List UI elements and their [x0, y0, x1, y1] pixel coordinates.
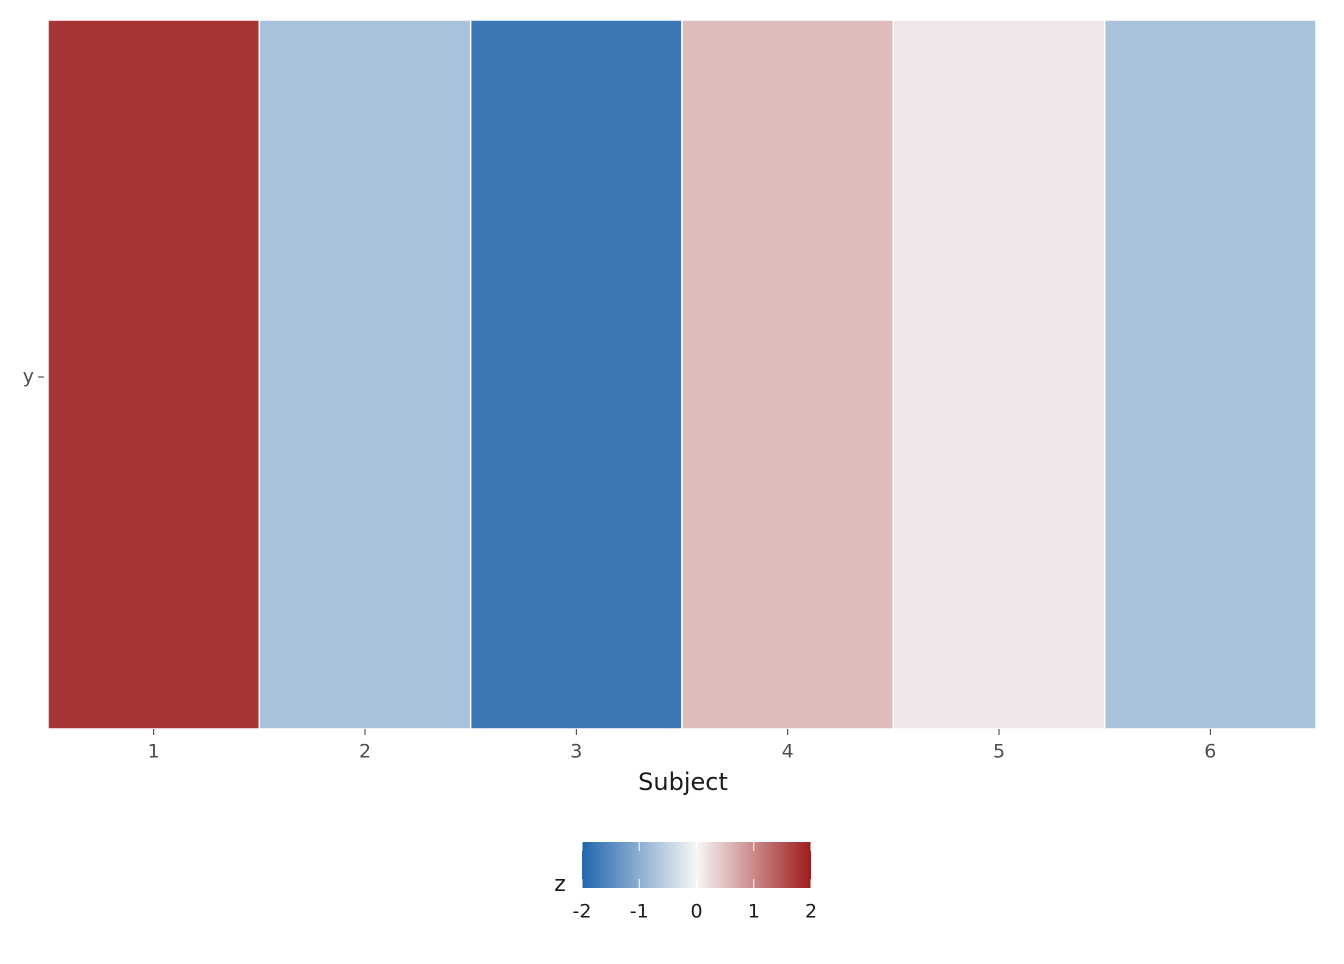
legend-title: z	[554, 872, 566, 897]
colorbar-tick-label: 1	[748, 901, 760, 923]
y-tick-label: y	[23, 366, 34, 388]
colorbar-tick-label: 0	[690, 901, 702, 923]
tile	[258, 19, 472, 730]
tile	[47, 19, 261, 730]
x-tick-label: 6	[1204, 741, 1216, 763]
x-axis-title: Subject	[638, 768, 728, 796]
tile	[469, 19, 683, 730]
tile	[681, 19, 895, 730]
colorbar-tick-label: -2	[573, 901, 592, 923]
x-tick-label: 4	[782, 741, 794, 763]
colorbar-tick-label: -1	[630, 901, 649, 923]
colorbar-tick-label: 2	[805, 901, 817, 923]
tile	[1103, 19, 1317, 730]
x-tick-label: 5	[993, 741, 1005, 763]
x-tick-label: 2	[359, 741, 371, 763]
x-tick-label: 3	[570, 741, 582, 763]
tile	[892, 19, 1106, 730]
x-tick-label: 1	[148, 741, 160, 763]
